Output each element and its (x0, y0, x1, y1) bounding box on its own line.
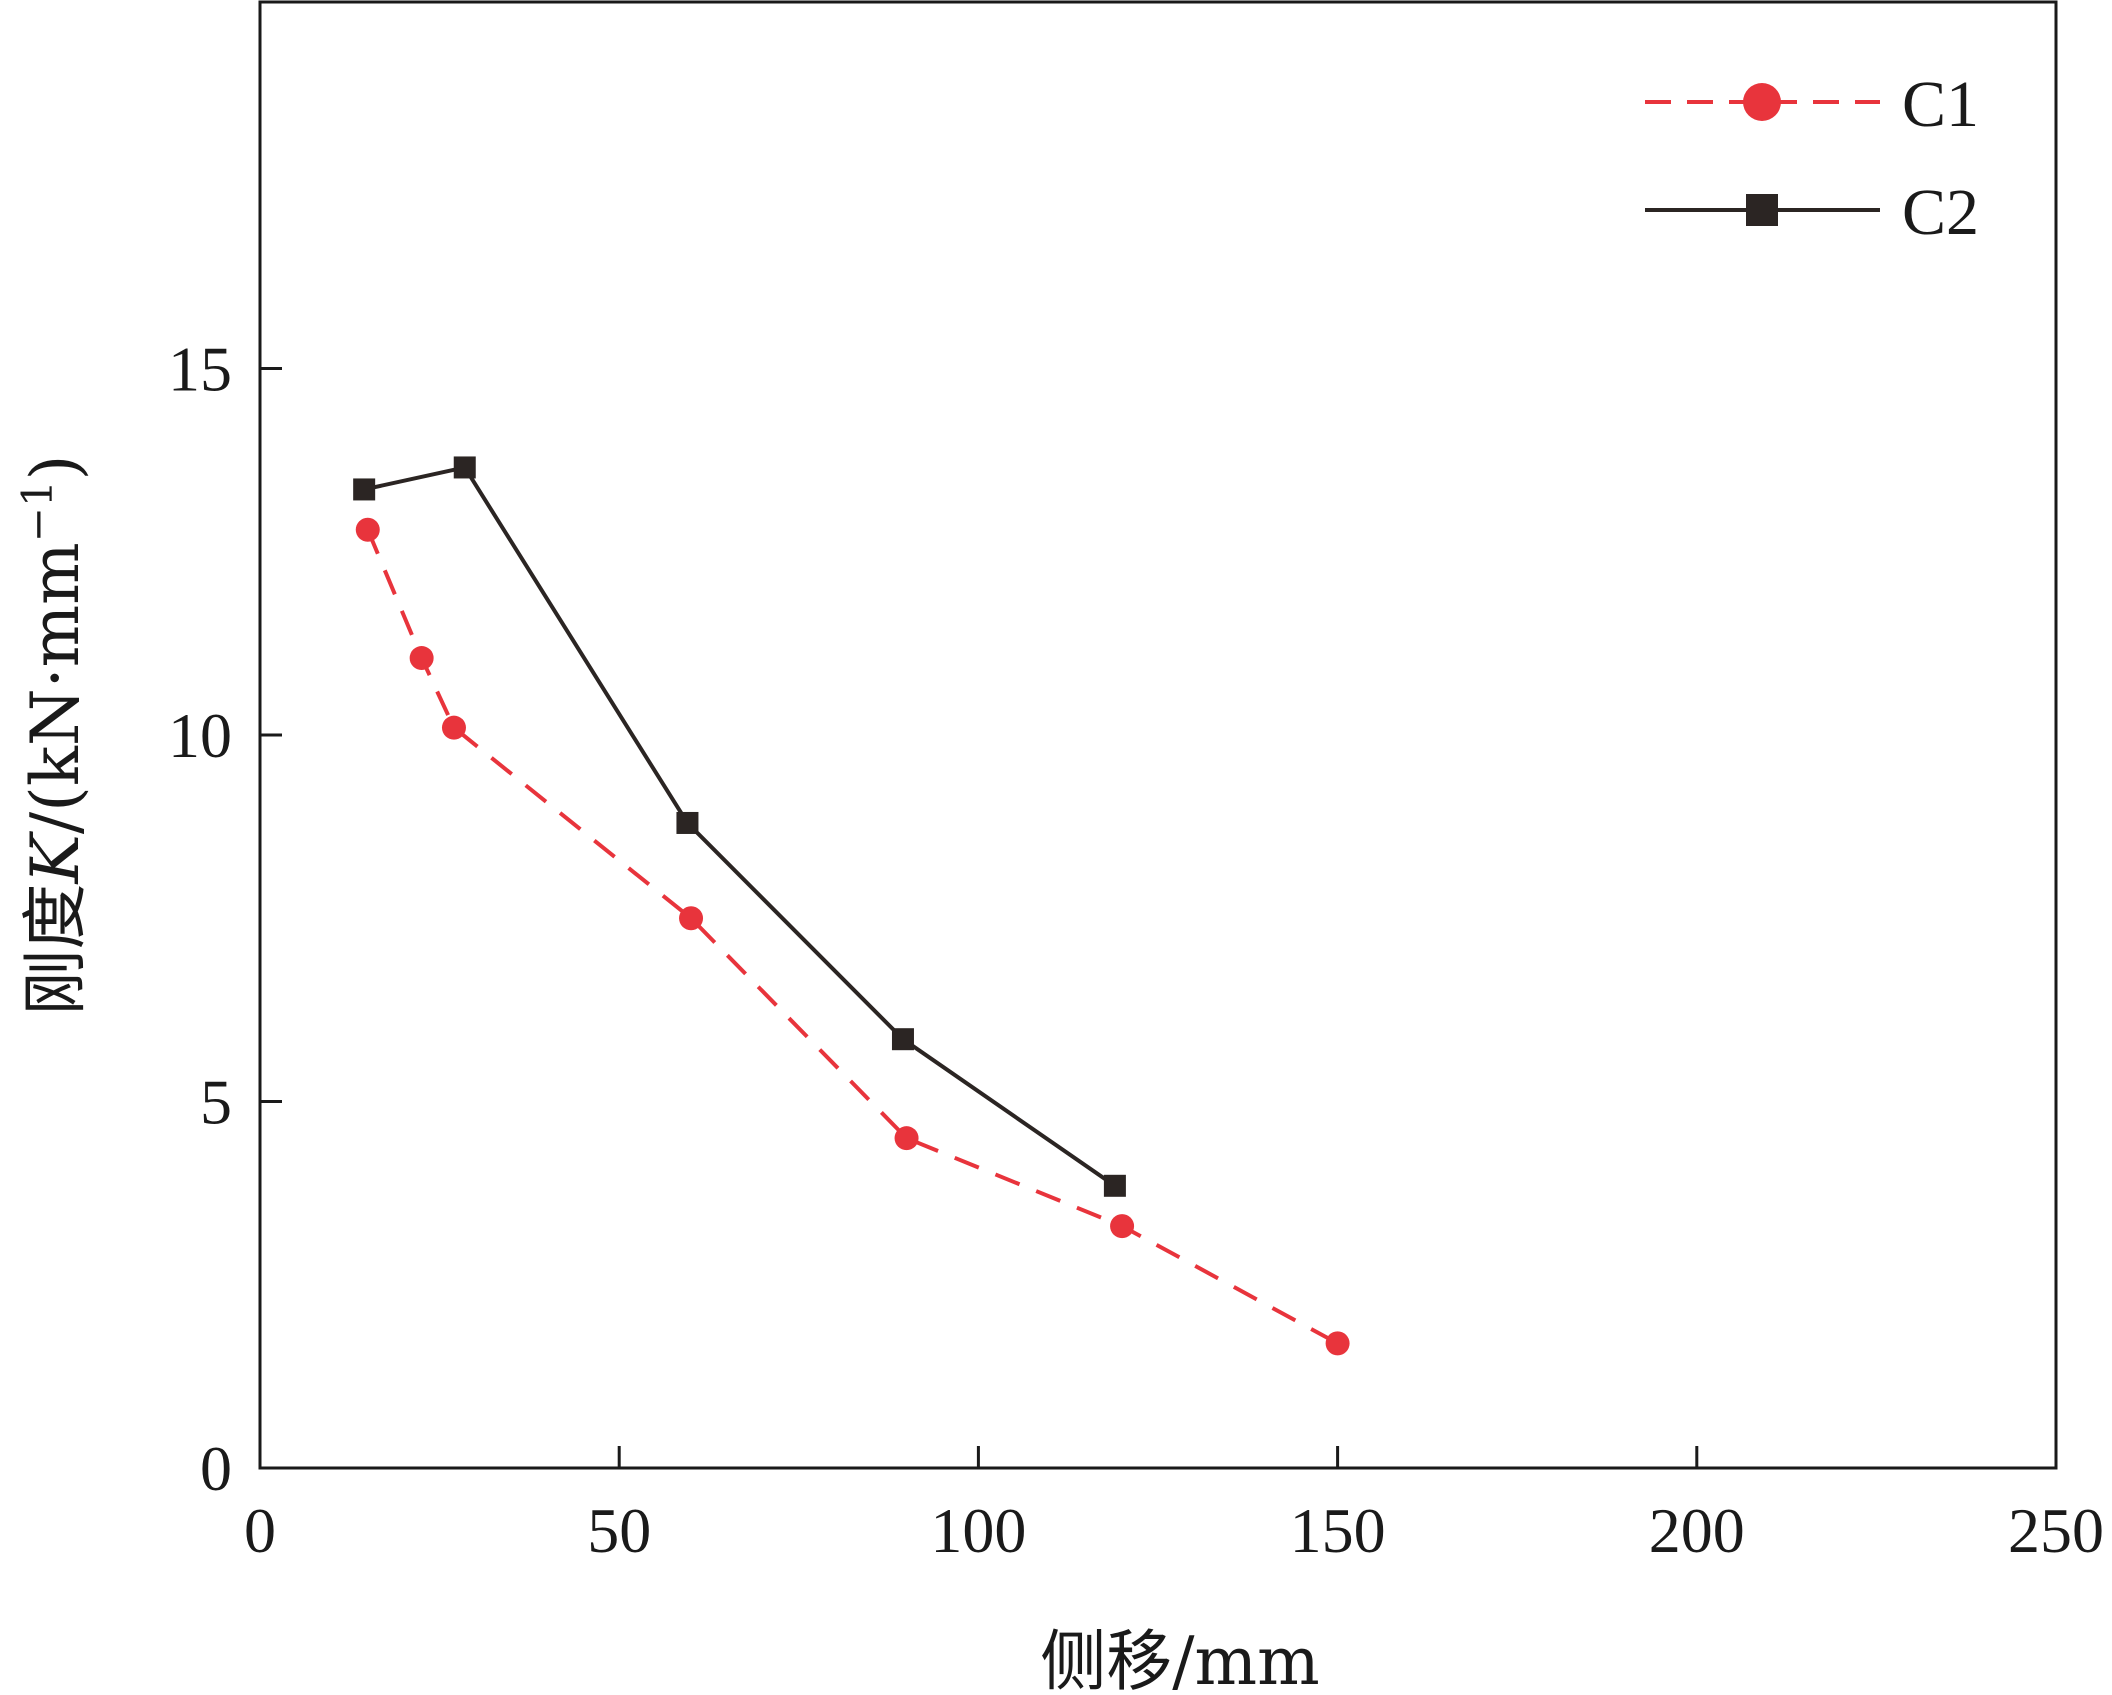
x-tick-label: 0 (244, 1495, 276, 1566)
data-point-c2 (353, 478, 376, 501)
y-axis-label-unit: /(kN·mm (17, 542, 94, 834)
y-axis-label-close: ) (17, 455, 94, 481)
data-point-c1 (1325, 1331, 1350, 1356)
ticks-layer: 0 50 100 150 200 250 0 5 10 15 (168, 334, 2104, 1567)
plot-area-frame (258, 0, 2058, 1470)
data-point-c2 (891, 1028, 914, 1051)
series-line-c2 (363, 465, 1117, 1188)
legend-marker-c2 (1746, 194, 1778, 226)
y-tick-label: 0 (200, 1433, 232, 1504)
x-tick-label: 50 (587, 1495, 651, 1566)
series-line-c1 (365, 528, 1339, 1346)
y-tick-label: 5 (200, 1067, 232, 1138)
data-point-c2 (676, 811, 699, 834)
data-point-c2 (1103, 1174, 1126, 1197)
x-tick-label: 250 (2008, 1495, 2104, 1566)
data-point-c1 (894, 1126, 919, 1151)
y-axis-label: 刚度K/(kN·mm−1) (13, 455, 94, 1016)
legend-marker-c1 (1743, 83, 1781, 121)
y-tick-label: 15 (168, 334, 232, 405)
y-axis-label-prefix: 刚度 (17, 883, 94, 1015)
x-tick-label: 200 (1649, 1495, 1745, 1566)
series-layer (353, 456, 1350, 1356)
data-point-c1 (679, 906, 704, 931)
y-axis-label-exponent: −1 (13, 480, 62, 542)
legend-label-c2: C2 (1902, 176, 1979, 249)
data-point-c1 (355, 517, 380, 542)
data-point-c2 (453, 456, 476, 479)
y-axis-label-var: K (17, 830, 94, 884)
x-tick-label: 150 (1290, 1495, 1386, 1566)
data-point-c1 (441, 715, 466, 740)
legend-label-c1: C1 (1902, 68, 1979, 141)
data-point-c1 (409, 646, 434, 671)
x-tick-label: 100 (930, 1495, 1026, 1566)
x-axis-label: 侧移/mm (1040, 1623, 1319, 1695)
y-tick-label: 10 (168, 700, 232, 771)
data-point-c1 (1110, 1214, 1135, 1239)
